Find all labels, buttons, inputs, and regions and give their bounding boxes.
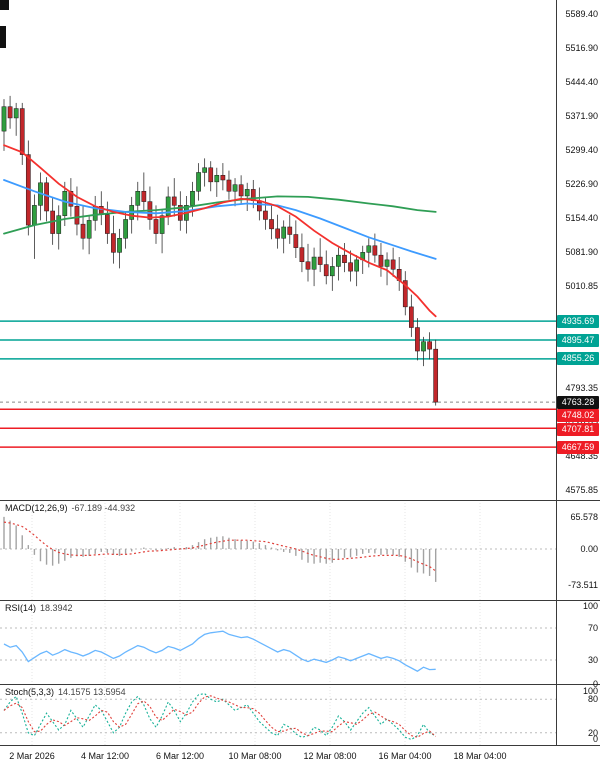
axis-tick: -73.511	[568, 580, 598, 591]
axis-tick: 4720.85	[557, 417, 598, 427]
axis-tick: 70	[587, 623, 598, 633]
axis-tick: 0	[592, 679, 598, 689]
axis-tick: 65.578	[570, 511, 598, 522]
axis-tick: 5226.90	[565, 179, 598, 190]
axis-tick: 80	[587, 694, 598, 705]
macd-name: MACD(12,26,9)	[5, 503, 68, 513]
time-axis: 2 Mar 2026 4 Mar 12:00 6 Mar 12:00 10 Mar 0…	[0, 745, 600, 766]
time-axis-label: 12 Mar 08:00	[303, 751, 357, 761]
axis-tick: 0	[592, 734, 598, 744]
axis-tick: 5371.90	[565, 111, 598, 122]
edge-artifact	[0, 26, 6, 48]
macd-plot[interactable]	[0, 500, 556, 600]
corner-artifact	[0, 0, 9, 10]
axis-tick: 4575.85	[565, 485, 598, 496]
price-level-tag-support: 4748.02	[557, 409, 599, 423]
panel-divider	[0, 745, 600, 746]
time-axis-label: 6 Mar 12:00	[155, 751, 205, 761]
axis-tick: 5154.40	[565, 213, 598, 224]
axis-divider	[556, 0, 557, 745]
macd-signal-line	[3, 521, 437, 572]
stoch-name: Stoch(5,3,3)	[5, 687, 55, 697]
axis-tick: 5081.90	[565, 247, 598, 258]
rsi-plot[interactable]	[0, 600, 556, 684]
level-lines	[0, 320, 556, 448]
price-axis[interactable]: 5589.40 5516.90 5444.40 5371.90 5299.40 5226.…	[557, 0, 600, 745]
price-level-tag-support: 4667.59	[557, 440, 599, 454]
axis-tick: 4793.35	[565, 382, 598, 393]
axis-tick: 5444.40	[565, 77, 598, 88]
axis-tick: 20	[587, 727, 598, 738]
price-level-tag-current: 4763.28	[557, 395, 599, 409]
panel-divider	[0, 684, 600, 685]
axis-tick: 100	[582, 601, 598, 611]
stoch-gridlines	[31, 684, 481, 745]
panel-divider	[0, 500, 600, 501]
axis-tick: 5299.40	[565, 145, 598, 156]
axis-tick: 100	[582, 686, 598, 696]
price-level-tag-resistance: 4935.69	[557, 314, 599, 328]
axis-tick: 5010.85	[565, 280, 598, 291]
stoch-d-line	[3, 695, 437, 738]
time-axis-label: 18 Mar 04:00	[453, 751, 507, 761]
stoch-values: 14.1575 13.5954	[58, 687, 126, 697]
time-axis-label: 2 Mar 2026	[9, 751, 55, 761]
panel-divider	[0, 600, 600, 601]
ma-mid-line	[3, 179, 437, 260]
ma-fast-line	[3, 144, 437, 318]
macd-histogram	[3, 516, 437, 582]
macd-values: -67.189 -44.932	[71, 503, 136, 513]
price-level-tag-resistance: 4855.26	[557, 352, 599, 366]
rsi-label: RSI(14) 18.3942	[5, 603, 73, 613]
macd-label: MACD(12,26,9) -67.189 -44.932	[5, 503, 135, 513]
axis-tick: 30	[587, 655, 598, 665]
time-axis-label: 4 Mar 12:00	[80, 751, 130, 761]
stoch-label: Stoch(5,3,3) 14.1575 13.5954	[5, 687, 126, 697]
time-axis-label: 10 Mar 08:00	[228, 751, 282, 761]
price-chart-plot[interactable]	[0, 0, 556, 500]
stoch-plot[interactable]	[0, 684, 556, 745]
axis-tick: 0.00	[580, 544, 598, 554]
axis-tick: 4648.35	[565, 451, 598, 462]
price-level-tag-support: 4707.81	[557, 422, 599, 436]
axis-tick: 5589.40	[565, 8, 598, 19]
rsi-name: RSI(14)	[5, 603, 37, 613]
rsi-line	[3, 630, 436, 672]
macd-gridlines	[31, 500, 481, 600]
rsi-gridlines	[31, 600, 481, 684]
time-axis-label: 16 Mar 04:00	[378, 751, 432, 761]
axis-tick: 5516.90	[565, 42, 598, 53]
rsi-values: 18.3942	[40, 603, 73, 613]
price-level-tag-resistance: 4895.47	[557, 333, 599, 347]
